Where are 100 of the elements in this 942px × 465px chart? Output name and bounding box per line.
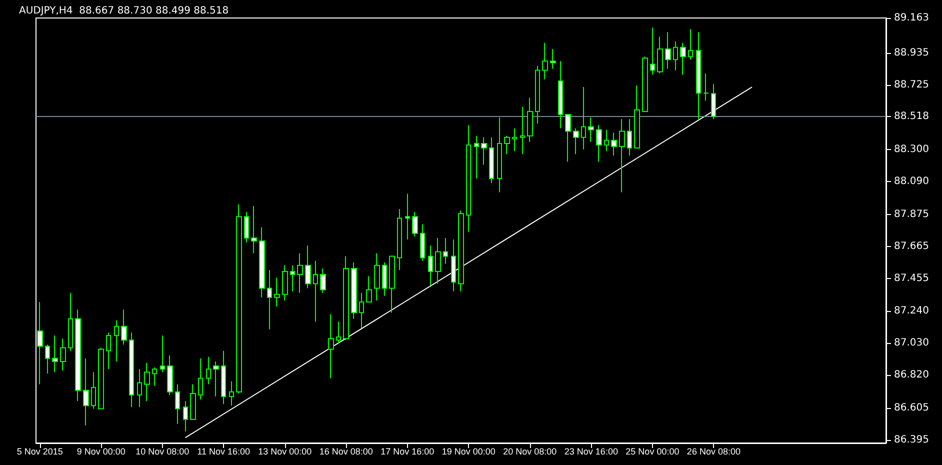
y-tick-label: 88.935 [894, 47, 929, 58]
candlestick [527, 97, 533, 142]
candlestick [581, 86, 586, 150]
candlestick [160, 335, 165, 373]
candlestick [305, 245, 311, 289]
candlestick [420, 224, 425, 262]
candlestick [274, 277, 280, 308]
y-tick-label: 88.725 [894, 79, 929, 90]
y-tick-label: 88.300 [894, 144, 929, 156]
candlestick [91, 372, 96, 410]
candlestick [435, 237, 441, 284]
candlestick [627, 118, 632, 156]
candlestick [45, 344, 50, 374]
x-tick-label: 20 Nov 08:00 [503, 446, 557, 456]
candlestick [596, 124, 602, 162]
candlestick [412, 212, 418, 237]
candlestick [650, 27, 655, 76]
y-tick-label: 87.875 [894, 208, 929, 220]
candlestick [688, 28, 693, 60]
candlestick [282, 264, 288, 301]
candlestick [680, 42, 686, 76]
candlestick [565, 114, 571, 162]
candlestick [497, 117, 502, 193]
x-tick-label: 23 Nov 16:00 [564, 446, 618, 456]
x-tick-label: 10 Nov 08:00 [136, 446, 190, 456]
candlestick [504, 135, 510, 155]
y-tick-label: 87.455 [894, 272, 929, 284]
candlestick [359, 292, 364, 328]
x-tick-label: 11 Nov 16:00 [197, 446, 250, 456]
candlestick [320, 268, 326, 294]
x-tick-label: 19 Nov 00:00 [442, 446, 496, 456]
candlestick [175, 384, 180, 424]
candlestick [152, 367, 157, 386]
candlestick [451, 238, 456, 292]
candlestick [206, 356, 211, 385]
candlestick [198, 358, 203, 400]
x-tick-label: 26 Nov 08:00 [686, 446, 740, 456]
candlestick [489, 136, 494, 184]
candlestick [466, 124, 471, 232]
candlestick [542, 42, 548, 80]
candlestick [229, 380, 234, 406]
y-tick-label: 88.518 [894, 110, 929, 122]
y-tick-label: 87.030 [894, 338, 929, 349]
candlestick [290, 264, 295, 292]
y-tick-label: 88.090 [894, 176, 929, 188]
candlestick [397, 208, 402, 270]
candlestick [673, 40, 678, 71]
candlestick [183, 400, 188, 432]
candlestick [588, 117, 594, 142]
candlestick [313, 260, 318, 322]
candlestick [60, 338, 66, 372]
candlestick [405, 193, 410, 240]
candlestick [573, 128, 579, 155]
candlestick [657, 36, 663, 74]
candlestick [343, 256, 349, 341]
candlestick [137, 368, 142, 408]
y-tick-label: 86.605 [894, 402, 929, 414]
candlestick [328, 314, 334, 379]
candlestick [144, 362, 150, 402]
x-tick-label: 25 Nov 00:00 [626, 446, 680, 456]
candlestick [351, 262, 357, 320]
candlestick [75, 309, 81, 402]
candlestick [382, 262, 387, 296]
candlestick [336, 321, 341, 344]
candlestick [558, 60, 563, 129]
candlestick [98, 347, 104, 410]
candlestick [642, 56, 648, 112]
candlestick [474, 135, 479, 180]
candlestick [251, 205, 257, 254]
x-tick-label: 5 Nov 2015 [16, 446, 63, 456]
candlestick [366, 276, 372, 302]
candlestick [213, 360, 219, 398]
x-tick-label: 17 Nov 16:00 [380, 446, 434, 456]
x-tick-label: 13 Nov 00:00 [258, 446, 312, 456]
chart-title: AUDJPY,H4 88.667 88.730 88.499 88.518 [19, 6, 229, 16]
candlestick [68, 292, 73, 352]
candlestick [481, 136, 487, 166]
candlestick [106, 332, 111, 370]
y-tick-label: 89.163 [894, 12, 929, 24]
y-tick-label: 87.240 [894, 306, 929, 317]
candlestick [114, 320, 119, 362]
y-tick-label: 86.395 [894, 434, 929, 446]
candlestick [520, 106, 525, 155]
candlestick [389, 256, 395, 314]
candlestick [535, 65, 540, 124]
candlestick [267, 269, 272, 330]
candlestick [244, 212, 249, 244]
y-tick-label: 86.820 [894, 370, 929, 381]
candlestick [604, 129, 609, 152]
candlestick [512, 128, 517, 152]
candlestick [458, 210, 464, 292]
candlestick [221, 350, 226, 405]
candlestick [129, 332, 134, 408]
candlestick [167, 354, 173, 396]
candlestick [443, 237, 448, 264]
candlestick [190, 384, 196, 420]
candlestick [374, 252, 380, 301]
candlestick [619, 118, 625, 193]
y-tick-label: 87.665 [894, 240, 929, 252]
candlestick [297, 252, 303, 294]
